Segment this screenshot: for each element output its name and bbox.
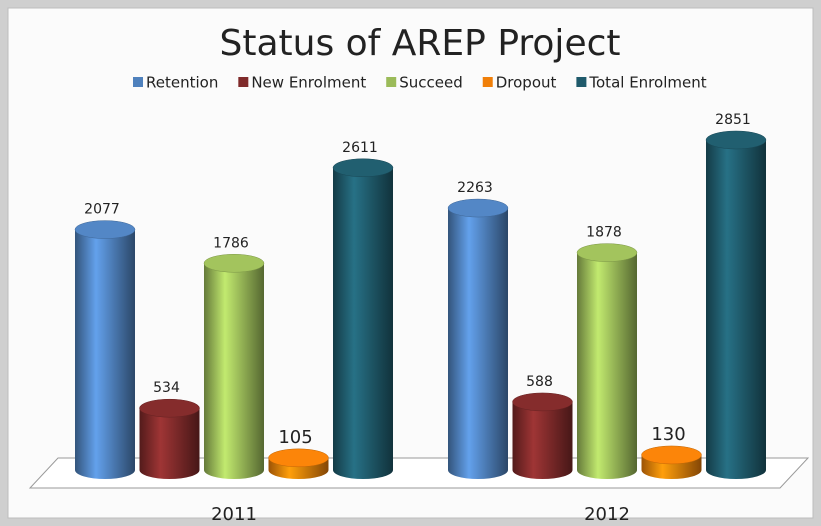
legend-swatch <box>386 77 397 87</box>
legend-swatch <box>482 77 493 87</box>
data-label: 2611 <box>342 140 378 156</box>
bar-cap <box>139 398 200 418</box>
bar <box>512 401 573 470</box>
data-label: 2077 <box>84 202 120 218</box>
bar-cap <box>447 198 509 218</box>
bar <box>75 229 135 470</box>
legend-label: Retention <box>146 74 218 92</box>
legend-swatch <box>576 77 587 87</box>
data-label: 534 <box>153 380 180 396</box>
bar-cap <box>268 448 329 468</box>
bar <box>577 252 637 470</box>
data-label: 105 <box>278 427 312 448</box>
legend-label: Dropout <box>496 74 557 92</box>
chart-title: Status of AREP Project <box>219 23 620 64</box>
bar <box>333 167 393 470</box>
legend-swatch <box>133 77 143 87</box>
bar-cap <box>332 158 394 178</box>
bar-cap <box>641 445 702 465</box>
bar-cap <box>74 220 136 239</box>
legend-label: Succeed <box>399 74 463 92</box>
legend-swatch <box>238 77 249 87</box>
bar-cap <box>203 254 265 273</box>
bar <box>706 140 766 470</box>
data-label: 588 <box>526 374 553 390</box>
data-label: 2263 <box>457 180 493 196</box>
bar-cap <box>705 130 767 150</box>
legend-label: New Enrolment <box>251 74 366 92</box>
data-label: 1786 <box>213 235 249 251</box>
bar <box>448 208 508 470</box>
x-tick-label: 2012 <box>584 504 630 525</box>
data-label: 2851 <box>715 112 751 128</box>
legend-label: Total Enrolment <box>588 74 706 92</box>
data-label: 1878 <box>586 225 622 241</box>
bar <box>204 263 264 470</box>
bar-cap <box>576 243 638 262</box>
bar <box>139 408 200 470</box>
data-label: 130 <box>651 424 685 445</box>
x-tick-label: 2011 <box>211 504 257 525</box>
bar-cap <box>512 392 573 412</box>
